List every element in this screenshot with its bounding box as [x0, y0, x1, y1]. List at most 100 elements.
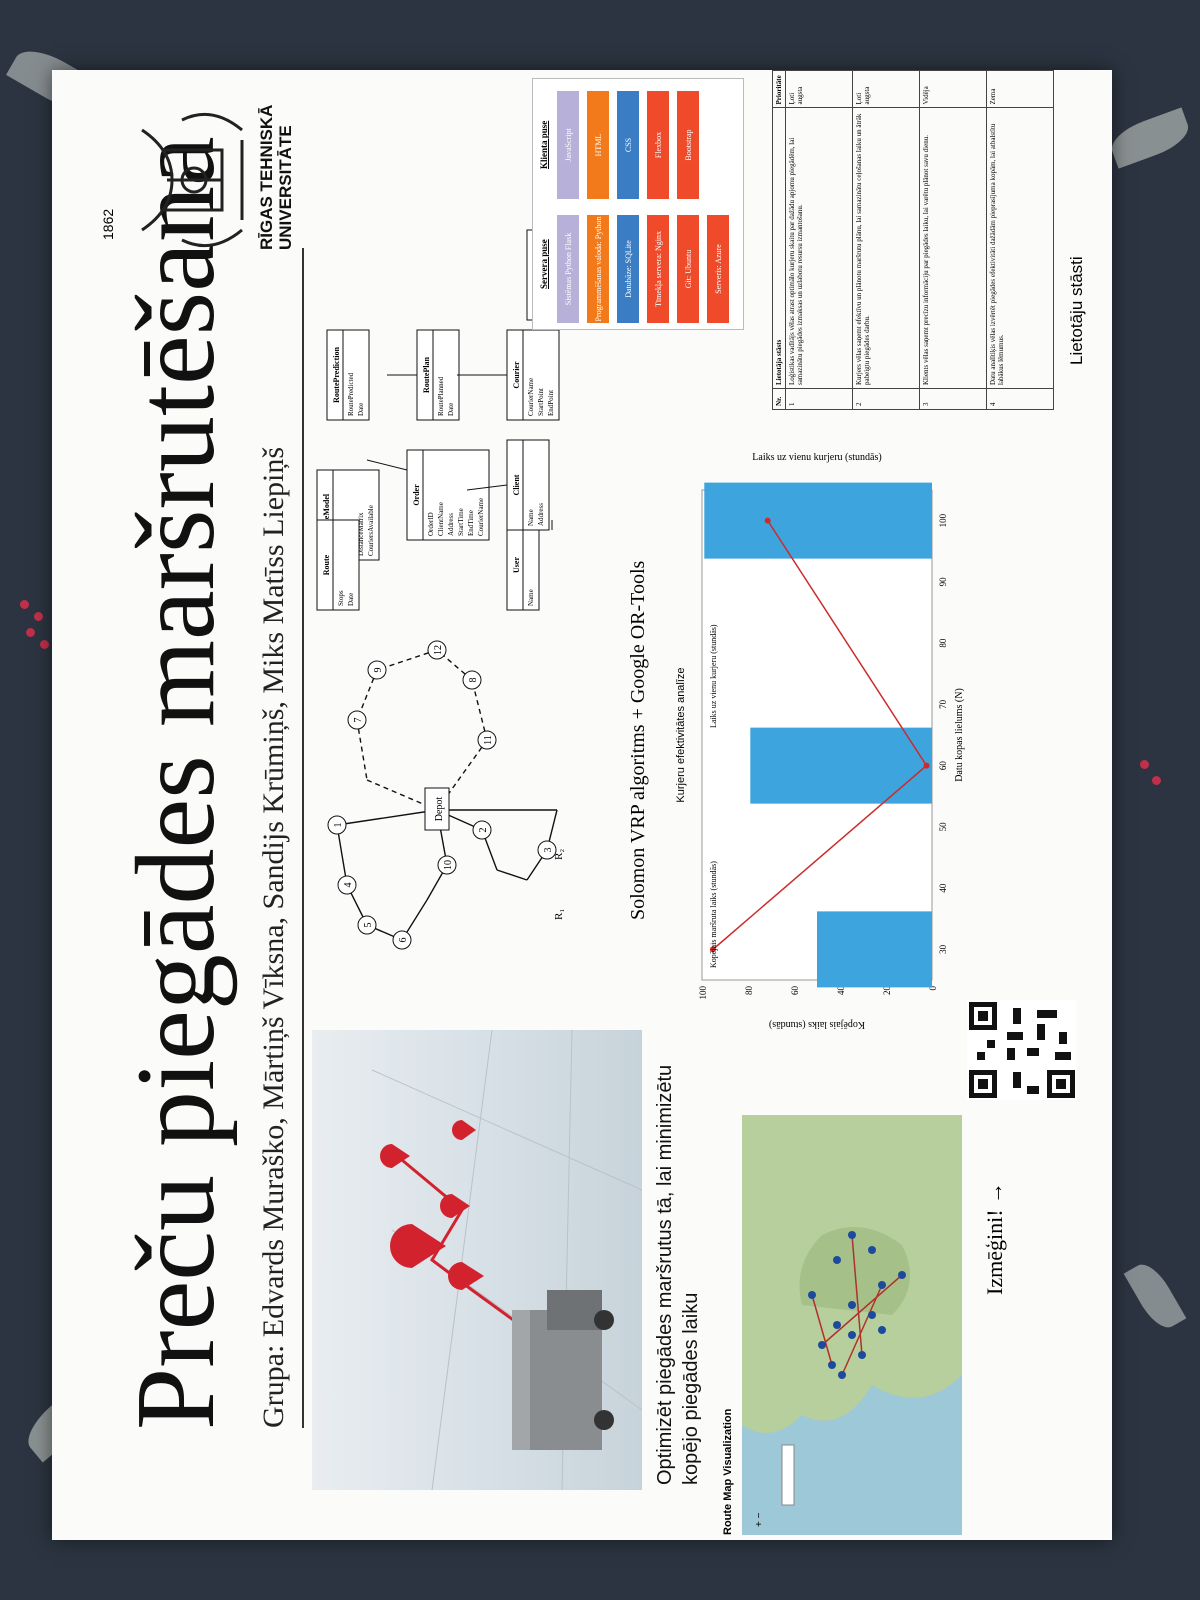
bar-100 [704, 482, 932, 559]
client-tech-chip: JavaScript [557, 91, 579, 199]
legend-entry: Laiks uz vienu kurjeru (stundās) [709, 624, 718, 728]
client-tech-chip: Bootstrap [677, 91, 699, 199]
node-1: 1 [333, 823, 344, 828]
map-title: Route Map Visualization [722, 1408, 734, 1535]
db-field: CourierName [477, 498, 485, 536]
user-stories-table: Nr. Lietotāja stāsts Prioritāte 1 Loģistikas… [772, 70, 1054, 410]
vrp-graph-diagram: Depot 1 2 3 4 5 6 7 8 9 10 11 12 R₁ R₂ [327, 640, 565, 950]
y-tick-label: 60 [790, 986, 800, 996]
y2-axis-label: Laiks uz vienu kurjeru (stundās) [752, 452, 881, 463]
db-field: Date [347, 593, 355, 606]
user-stories-table-container: Nr. Lietotāja stāsts Prioritāte 1 Loģistikas… [772, 70, 1092, 410]
line-point-30 [709, 946, 716, 953]
tech-stack: Servera puse Klienta puse Sistēmas Pytho… [532, 70, 752, 340]
db-field: Date [447, 403, 455, 416]
y-tick-label: 80 [744, 986, 754, 996]
client-tech-chip: Flexbox [647, 91, 669, 199]
db-field: Name [527, 509, 535, 526]
x-tick-label: 70 [938, 699, 948, 709]
route-legend-r2: R₂ [553, 849, 565, 860]
server-tech-chip: Tīmekļa servera: Nginx [647, 215, 669, 323]
table-cell: Klients vēlas saņemt precīzu informāciju… [919, 107, 987, 389]
table-cell: Loģistikas vadītājs vēlas atrast optimāl… [785, 107, 853, 389]
node-2: 2 [478, 828, 489, 833]
x-tick-label: 80 [938, 638, 948, 648]
title-divider [302, 248, 304, 1428]
db-field: EndTime [467, 510, 475, 536]
db-table-name: User [512, 557, 521, 573]
route-map[interactable]: + − [742, 1115, 962, 1535]
x-tick-label: 50 [938, 822, 948, 832]
try-it-label: Izmēģini! → [982, 1181, 1007, 1295]
table-cell: 3 [919, 388, 987, 410]
y-tick-label: 0 [928, 986, 938, 991]
db-table-name: RoutePrediction [332, 347, 341, 403]
poster: Preču piegādes maršrutēšana Grupa: Edvar… [52, 70, 1112, 1540]
qr-code-icon[interactable] [967, 1000, 1077, 1100]
poster-title: Preču piegādes maršrutēšana [114, 136, 238, 1430]
db-field: ClientName [437, 502, 445, 536]
server-tech-chip: Serveris: Azure [707, 215, 729, 323]
table-cell: Zema [986, 70, 1054, 108]
y-tick-label: 40 [836, 986, 846, 996]
y-axis-label: Kopējais laiks (stundās) [769, 1019, 865, 1030]
table-row: 1 Loģistikas vadītājs vēlas atrast optimā… [785, 70, 853, 410]
db-table-routeprediction [326, 329, 370, 421]
university-name: RĪGAS TEHNISKĀ UNIVERSITĀTE [257, 104, 295, 250]
university-crest-icon [141, 112, 244, 248]
y-tick-label: 100 [698, 986, 708, 1000]
map-zoom-control: + − [754, 1512, 765, 1527]
bar-30 [817, 911, 932, 988]
logo-year: 1862 [100, 208, 116, 240]
table-cell: 2 [852, 388, 920, 410]
db-field: DistanceMatrix [357, 512, 365, 556]
db-table-name: Order [412, 484, 421, 506]
client-tech-chip: HTML [587, 91, 609, 199]
table-cell: Ļoti augsta [785, 70, 853, 108]
chart-title: Kurjeru efektivitātes analīze [675, 667, 687, 802]
db-table-order [406, 449, 490, 541]
table-cell: 1 [785, 388, 853, 410]
node-6: 6 [398, 938, 409, 943]
db-field: StartPoint [537, 388, 545, 416]
db-relation [466, 484, 508, 491]
tech-stack-box: Servera puse Klienta puse Sistēmas Pytho… [532, 78, 744, 330]
db-table-name: RouteModel [322, 493, 331, 536]
table-header-row: Nr. Lietotāja stāsts Prioritāte [772, 70, 786, 410]
project-goal-text: Optimizēt piegādes maršrutus tā, lai min… [654, 1064, 702, 1485]
db-relation [366, 459, 408, 471]
node-7: 7 [353, 718, 364, 723]
db-field: Name [527, 589, 535, 606]
node-10: 10 [443, 860, 454, 870]
db-field: Address [537, 503, 545, 526]
db-field: RoutePredicted [347, 372, 355, 416]
algorithm-caption: Solomon VRP algoritms + Google OR-Tools [627, 560, 649, 920]
legend-entry: Kopējais maršruta laiks (stundās) [709, 861, 718, 968]
node-9: 9 [373, 668, 384, 673]
server-side-title: Servera puse [539, 239, 549, 289]
client-tech-chip: CSS [617, 91, 639, 199]
bar-60 [750, 727, 932, 804]
db-table-name: RoutePlan [422, 356, 431, 393]
db-field: EndPoint [547, 390, 555, 416]
x-tick-label: 100 [938, 513, 948, 527]
table-cell: Ļoti augsta [852, 70, 920, 108]
chart-svg: Kurjeru efektivitātes analīze 0 20 40 60 80 10… [675, 452, 965, 1030]
server-tech-chip: Sistēmas Python Flask [557, 215, 579, 323]
user-stories-caption: Lietotāju stāsti [1067, 256, 1086, 365]
db-field: CourierName [527, 378, 535, 416]
node-12: 12 [433, 645, 444, 655]
db-table-route [316, 519, 360, 611]
table-row: 4 Datu analītiķis vēlas izvērtēt piegādes… [986, 70, 1054, 410]
table-cell: 4 [986, 388, 1054, 410]
node-8: 8 [468, 678, 479, 683]
route-legend-r1: R₁ [553, 909, 565, 920]
x-tick-label: 30 [938, 944, 948, 954]
table-header-cell: Prioritāte [772, 70, 786, 108]
x-axis-label: Datu kopas lielums (N) [954, 688, 965, 782]
db-field: StartTime [457, 508, 465, 536]
table-header-cell: Nr. [772, 388, 786, 410]
truck-illustration [371, 1029, 643, 1491]
